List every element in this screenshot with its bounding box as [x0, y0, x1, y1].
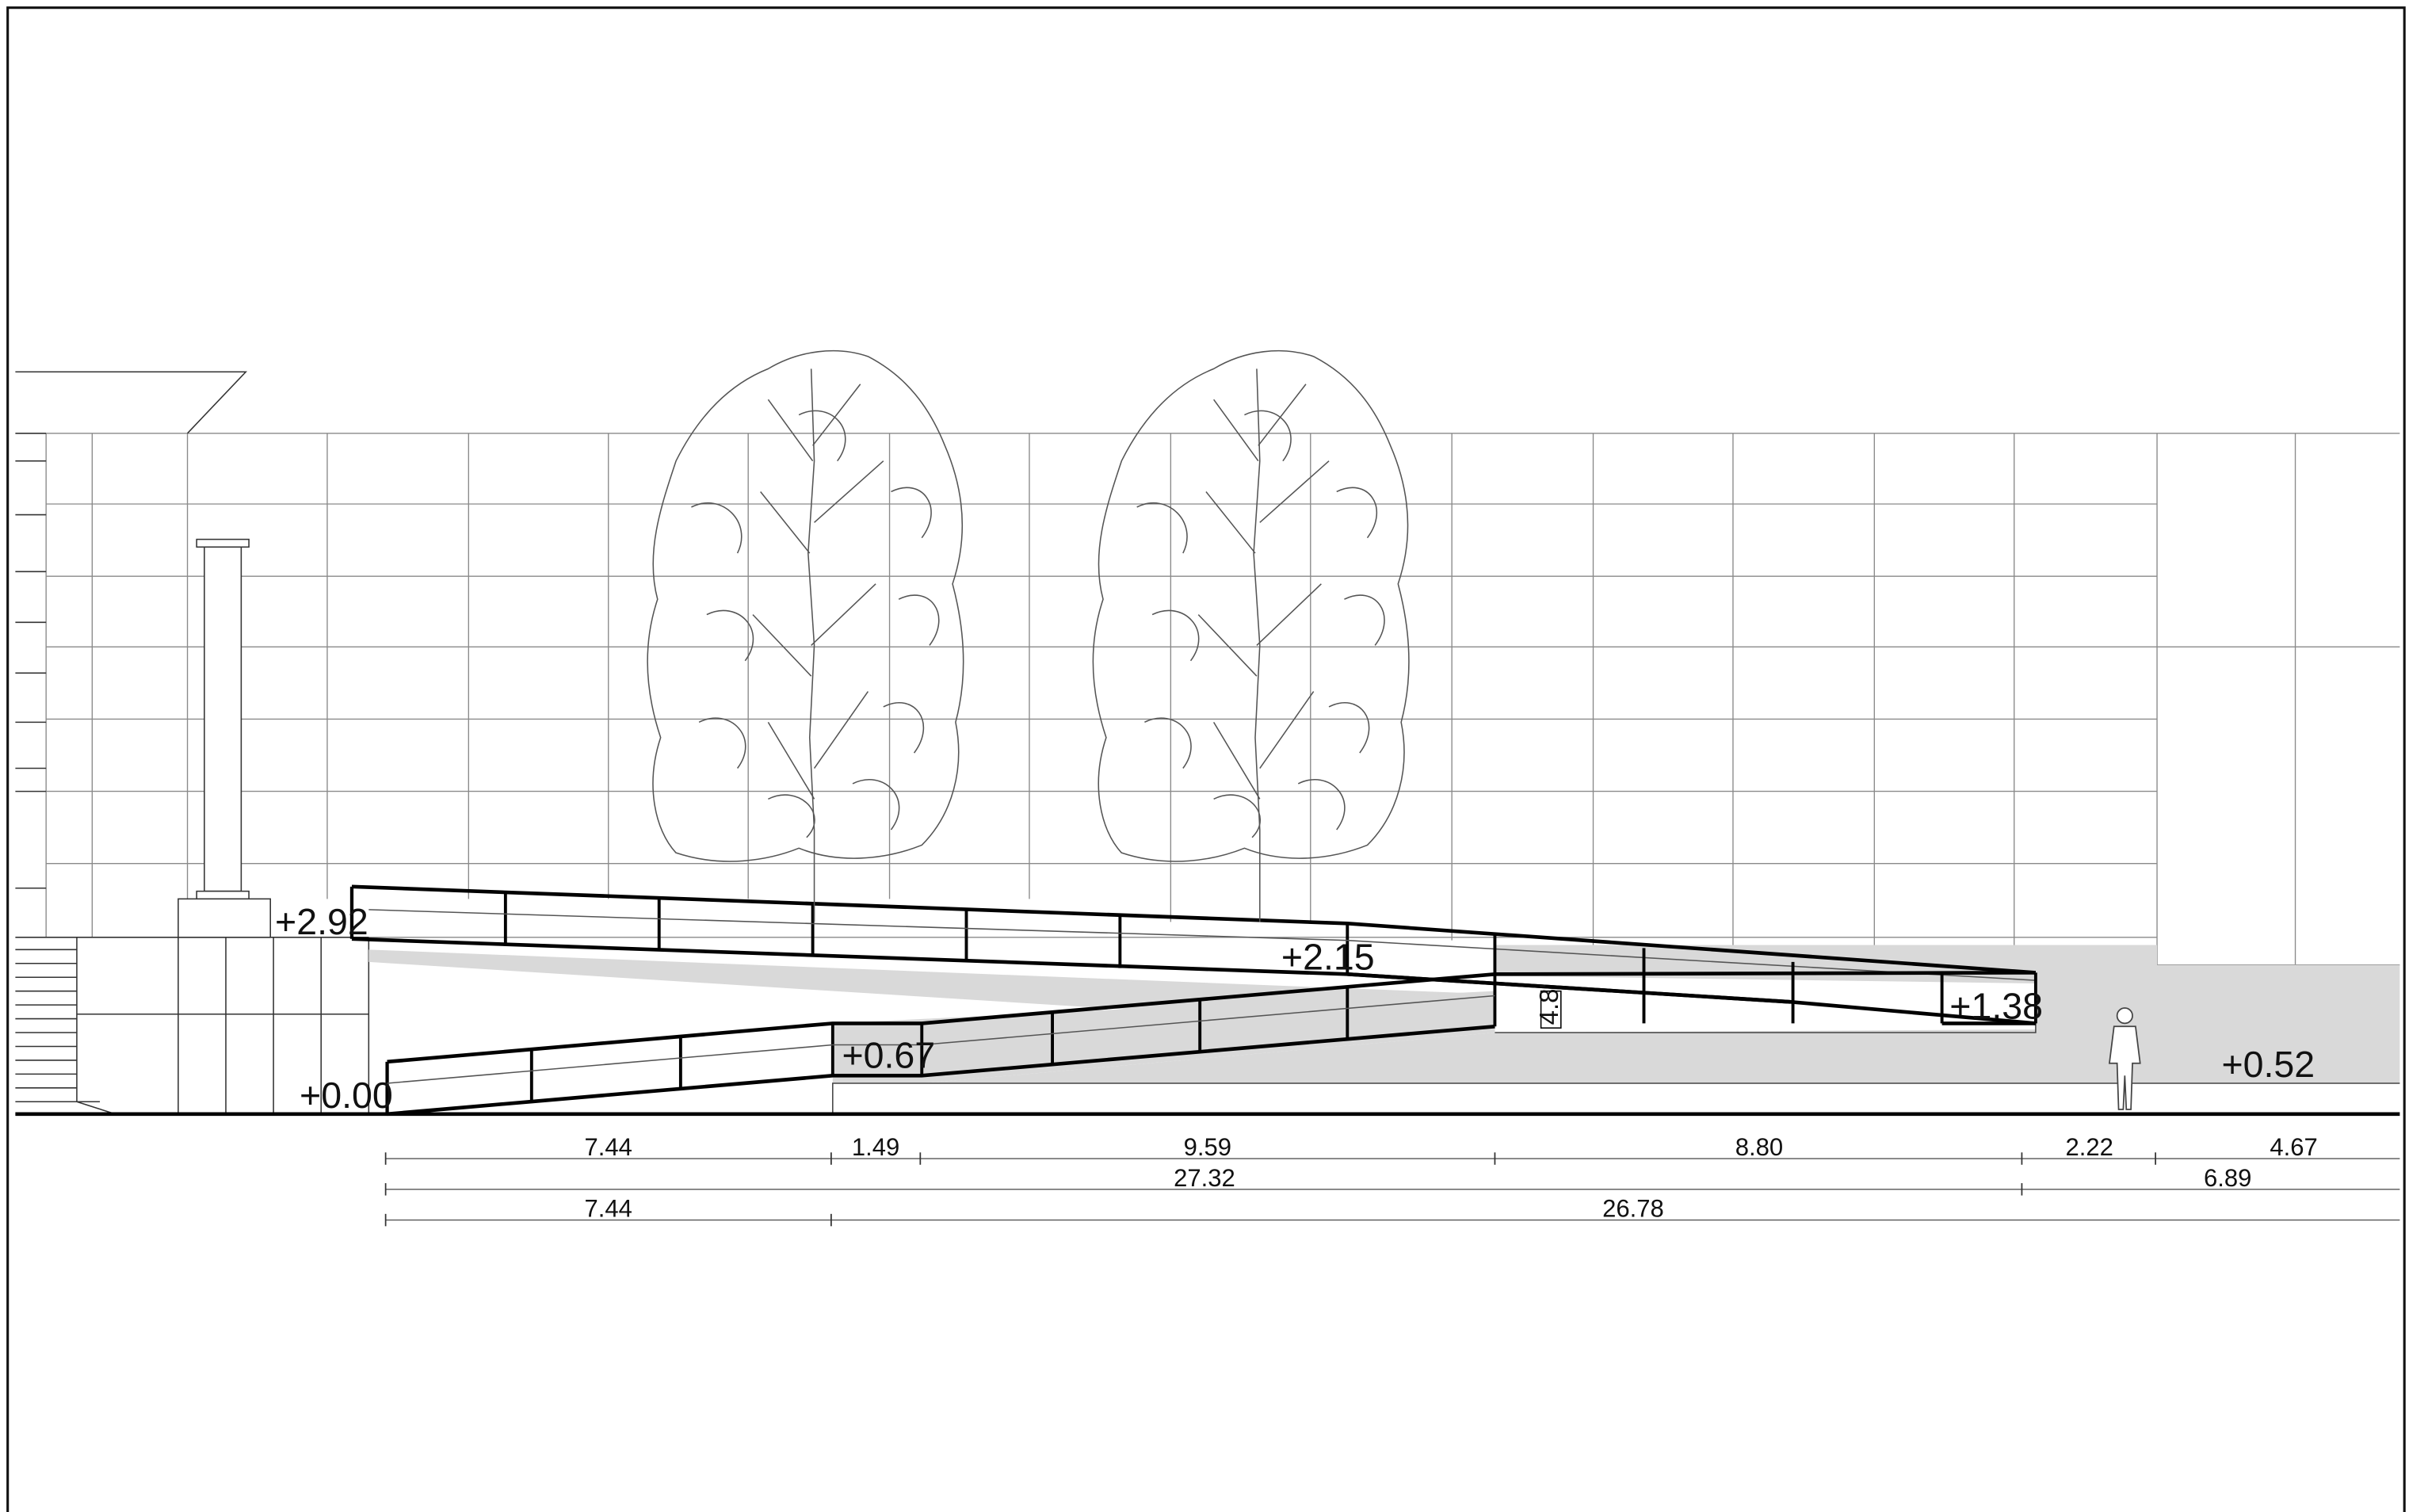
level-label: +0.00: [300, 1075, 393, 1116]
lower-railing: [385, 971, 2036, 1117]
facade-grid: [45, 433, 2400, 966]
dimension-label: 1.49: [852, 1133, 899, 1161]
tree-left: [647, 349, 964, 922]
level-label: +2.15: [1281, 937, 1375, 978]
level-label: +0.67: [842, 1035, 935, 1076]
sheet-border: [6, 6, 2406, 1512]
level-label: +0.52: [2221, 1044, 2315, 1085]
middle-railing: [1347, 932, 2037, 1027]
dimension-label: 7.44: [585, 1195, 632, 1223]
tree-right: [1092, 349, 1410, 922]
level-label: +1.38: [1949, 986, 2043, 1027]
left-building: [15, 371, 370, 1115]
dimension-lines: [384, 1152, 2400, 1227]
slope-label: 4.8': [1534, 983, 1563, 1025]
dimension-label: 8.80: [1735, 1133, 1783, 1161]
dimension-label: 26.78: [1602, 1195, 1664, 1223]
dimension-label: 27.32: [1174, 1164, 1235, 1192]
level-label: +2.92: [275, 901, 368, 942]
dimension-label: 2.22: [2066, 1133, 2113, 1161]
dimension-label: 9.59: [1184, 1133, 1231, 1161]
person-figure: [2108, 1007, 2141, 1110]
column-monument: [178, 538, 271, 938]
dimension-label: 6.89: [2204, 1164, 2251, 1192]
dimension-label: 4.67: [2270, 1133, 2317, 1161]
dimension-label: 7.44: [585, 1133, 632, 1161]
ramp-surfaces: [368, 945, 2400, 1084]
slope-tag-box: [1540, 990, 1562, 1029]
